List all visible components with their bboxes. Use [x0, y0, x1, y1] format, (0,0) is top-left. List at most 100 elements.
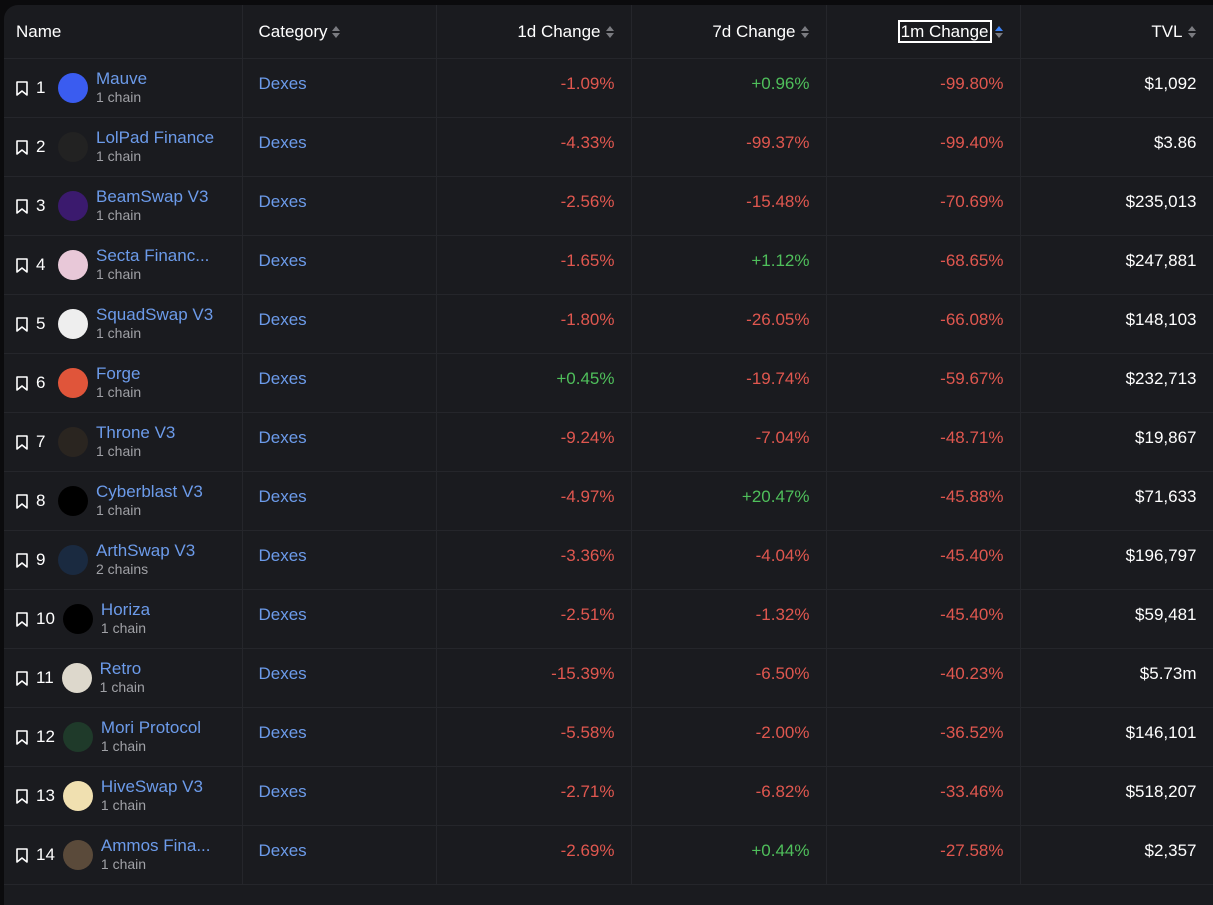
- bookmark-icon[interactable]: [16, 198, 28, 214]
- ammos-logo: [62, 840, 93, 870]
- bookmark-icon[interactable]: [16, 552, 28, 568]
- table-row[interactable]: 9 ArthSwap V3 2 chains Dexes -3.36% -4.04…: [4, 530, 1213, 590]
- table-row[interactable]: 2 LolPad Finance 1 chain Dexes -4.33% -99…: [4, 117, 1213, 177]
- change-7d: -7.04%: [755, 428, 810, 447]
- bookmark-icon[interactable]: [16, 316, 28, 332]
- protocol-name-link[interactable]: ArthSwap V3: [96, 542, 196, 560]
- name-cell: 9 ArthSwap V3 2 chains: [4, 530, 243, 590]
- arthswap-logo: [58, 545, 88, 575]
- bookmark-icon[interactable]: [16, 788, 28, 804]
- sort-icon[interactable]: [332, 26, 341, 39]
- sort-icon[interactable]: [800, 26, 810, 39]
- name-cell: 11 Retro 1 chain: [4, 648, 243, 708]
- rank: 2: [36, 137, 46, 156]
- header-label: 7d Change: [712, 21, 796, 41]
- table-row[interactable]: 3 BeamSwap V3 1 chain Dexes -2.56% -15.48…: [4, 176, 1213, 236]
- change-1d: -1.65%: [560, 251, 615, 270]
- squadswap-logo: [58, 309, 88, 339]
- table-row[interactable]: 13 HiveSwap V3 1 chain Dexes -2.71% -6.82…: [4, 766, 1213, 826]
- name-cell: 14 Ammos Fina... 1 chain: [4, 825, 243, 885]
- protocol-name-link[interactable]: Secta Financ...: [96, 247, 210, 265]
- table-row[interactable]: 11 Retro 1 chain Dexes -15.39% -6.50% -40…: [4, 648, 1213, 708]
- tvl-value: $5.73m: [1139, 664, 1197, 683]
- bookmark-icon[interactable]: [16, 375, 28, 391]
- tvl-value: $196,797: [1125, 546, 1197, 565]
- protocol-name-link[interactable]: BeamSwap V3: [96, 188, 209, 206]
- chain-count: 1 chain: [96, 266, 142, 282]
- tvl-value: $518,207: [1125, 782, 1197, 801]
- category-link[interactable]: Dexes: [258, 723, 307, 742]
- change-7d: +0.44%: [751, 841, 810, 860]
- category-link[interactable]: Dexes: [258, 782, 307, 801]
- sort-icon[interactable]: [605, 26, 615, 39]
- category-link[interactable]: Dexes: [258, 369, 307, 388]
- change-7d: -26.05%: [746, 310, 810, 329]
- change-7d: +1.12%: [751, 251, 810, 270]
- change-1d: -1.09%: [560, 74, 615, 93]
- name-cell: 7 Throne V3 1 chain: [4, 412, 243, 472]
- sort-asc-icon[interactable]: [994, 26, 1004, 39]
- change-7d: -19.74%: [746, 369, 810, 388]
- bookmark-icon[interactable]: [16, 670, 28, 686]
- horiza-logo: [62, 604, 93, 634]
- header-label: TVL: [1151, 21, 1183, 41]
- mori-logo: [62, 722, 93, 752]
- protocol-name-link[interactable]: Horiza: [100, 601, 151, 619]
- protocol-name-link[interactable]: Retro: [99, 660, 142, 678]
- category-link[interactable]: Dexes: [258, 487, 307, 506]
- category-link[interactable]: Dexes: [258, 192, 307, 211]
- table-row[interactable]: 8 Cyberblast V3 1 chain Dexes -4.97% +20.…: [4, 471, 1213, 531]
- forge-logo: [58, 368, 88, 398]
- header-category[interactable]: Category: [242, 5, 437, 59]
- change-7d: -15.48%: [746, 192, 810, 211]
- protocol-name-link[interactable]: Mauve: [96, 70, 148, 88]
- protocol-name-link[interactable]: SquadSwap V3: [96, 306, 214, 324]
- category-link[interactable]: Dexes: [258, 310, 307, 329]
- header-tvl[interactable]: TVL: [1020, 5, 1213, 59]
- tvl-value: $71,633: [1135, 487, 1197, 506]
- bookmark-icon[interactable]: [16, 80, 28, 96]
- bookmark-icon[interactable]: [16, 493, 28, 509]
- table-row[interactable]: 14 Ammos Fina... 1 chain Dexes -2.69% +0.…: [4, 825, 1213, 885]
- table-row[interactable]: 1 Mauve 1 chain Dexes -1.09% +0.96% -99.8…: [4, 58, 1213, 118]
- category-link[interactable]: Dexes: [258, 428, 307, 447]
- rank: 14: [36, 845, 55, 864]
- change-1m: -68.65%: [940, 251, 1004, 270]
- sort-icon[interactable]: [1187, 26, 1197, 39]
- protocol-name-link[interactable]: LolPad Finance: [96, 129, 215, 147]
- rank: 10: [36, 609, 55, 628]
- protocol-name-link[interactable]: Ammos Fina...: [100, 837, 211, 855]
- protocol-name-link[interactable]: Cyberblast V3: [96, 483, 203, 501]
- table-row[interactable]: 4 Secta Financ... 1 chain Dexes -1.65% +1…: [4, 235, 1213, 295]
- protocol-name-link[interactable]: HiveSwap V3: [100, 778, 203, 796]
- bookmark-icon[interactable]: [16, 729, 28, 745]
- tvl-value: $148,103: [1125, 310, 1197, 329]
- protocol-name-link[interactable]: Forge: [96, 365, 141, 383]
- table-row[interactable]: 6 Forge 1 chain Dexes +0.45% -19.74% -59.…: [4, 353, 1213, 413]
- change-1m: -36.52%: [940, 723, 1004, 742]
- bookmark-icon[interactable]: [16, 139, 28, 155]
- header-1d-change[interactable]: 1d Change: [436, 5, 632, 59]
- bookmark-icon[interactable]: [16, 611, 28, 627]
- table-row[interactable]: 10 Horiza 1 chain Dexes -2.51% -1.32% -45…: [4, 589, 1213, 649]
- bookmark-icon[interactable]: [16, 434, 28, 450]
- table-header: Name Category 1d Change 7d Change 1m Cha…: [4, 5, 1213, 59]
- table-row[interactable]: 12 Mori Protocol 1 chain Dexes -5.58% -2.…: [4, 707, 1213, 767]
- table-row[interactable]: 7 Throne V3 1 chain Dexes -9.24% -7.04% -…: [4, 412, 1213, 472]
- category-link[interactable]: Dexes: [258, 841, 307, 860]
- category-link[interactable]: Dexes: [258, 74, 307, 93]
- tvl-value: $247,881: [1125, 251, 1197, 270]
- category-link[interactable]: Dexes: [258, 605, 307, 624]
- header-1m-change[interactable]: 1m Change: [826, 5, 1021, 59]
- category-link[interactable]: Dexes: [258, 546, 307, 565]
- protocol-name-link[interactable]: Throne V3: [96, 424, 176, 442]
- category-link[interactable]: Dexes: [258, 251, 307, 270]
- category-link[interactable]: Dexes: [258, 133, 307, 152]
- category-link[interactable]: Dexes: [258, 664, 307, 683]
- table-row[interactable]: 5 SquadSwap V3 1 chain Dexes -1.80% -26.0…: [4, 294, 1213, 354]
- header-label: Category: [258, 21, 328, 41]
- protocol-name-link[interactable]: Mori Protocol: [100, 719, 202, 737]
- bookmark-icon[interactable]: [16, 847, 28, 863]
- header-7d-change[interactable]: 7d Change: [631, 5, 827, 59]
- bookmark-icon[interactable]: [16, 257, 28, 273]
